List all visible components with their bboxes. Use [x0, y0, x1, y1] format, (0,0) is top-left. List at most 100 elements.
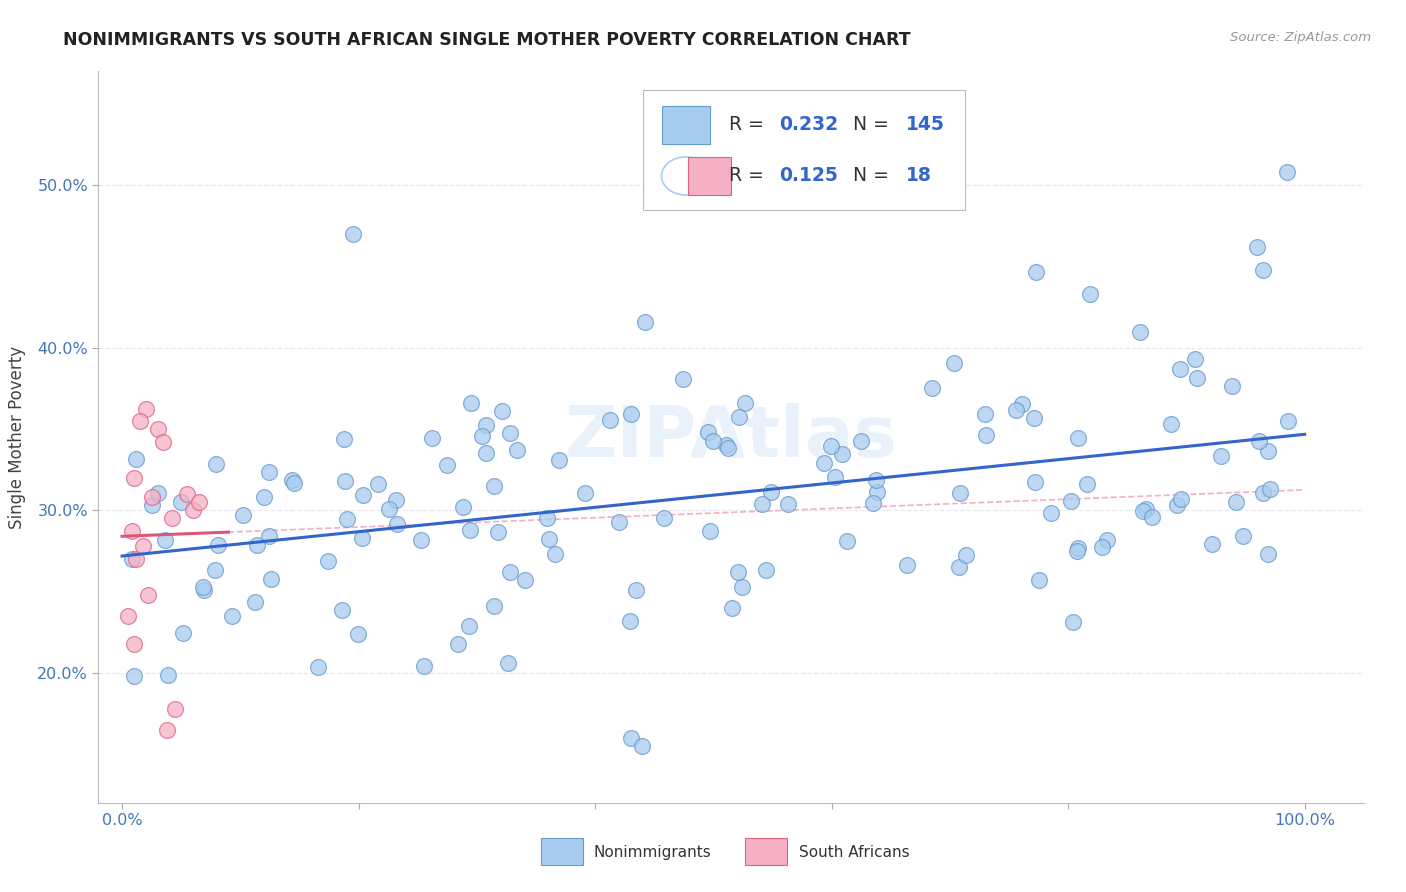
Point	[125, 452, 148, 467]
Point	[513, 573, 536, 587]
Point	[1246, 240, 1268, 254]
Point	[1201, 537, 1223, 551]
Point	[330, 603, 353, 617]
Point	[281, 473, 304, 487]
Point	[1028, 573, 1050, 587]
Point	[187, 495, 209, 509]
Point	[862, 496, 884, 510]
Point	[135, 402, 157, 417]
Point	[1222, 379, 1244, 393]
Point	[849, 434, 872, 448]
Point	[486, 524, 509, 539]
Point	[156, 723, 179, 737]
Point	[1142, 509, 1164, 524]
Point	[824, 470, 846, 484]
Point	[257, 465, 280, 479]
Point	[544, 548, 567, 562]
Point	[1253, 262, 1275, 277]
Point	[1160, 417, 1182, 432]
Point	[125, 552, 148, 566]
Point	[1166, 498, 1188, 512]
Point	[1011, 397, 1033, 411]
Point	[122, 471, 145, 485]
Point	[599, 412, 621, 426]
Point	[652, 511, 675, 525]
Point	[1135, 501, 1157, 516]
Point	[207, 538, 229, 552]
Point	[132, 539, 155, 553]
Point	[1168, 362, 1191, 376]
Point	[1257, 548, 1279, 562]
Point	[318, 554, 340, 568]
Point	[257, 529, 280, 543]
Text: South Africans: South Africans	[799, 846, 910, 860]
Point	[955, 548, 977, 562]
Text: 0.232: 0.232	[779, 115, 838, 135]
Text: NONIMMIGRANTS VS SOUTH AFRICAN SINGLE MOTHER POVERTY CORRELATION CHART: NONIMMIGRANTS VS SOUTH AFRICAN SINGLE MO…	[63, 31, 911, 49]
Point	[820, 440, 842, 454]
Point	[474, 417, 496, 432]
Text: Nonimmigrants: Nonimmigrants	[593, 846, 711, 860]
Point	[714, 438, 737, 452]
Text: 145: 145	[905, 115, 945, 135]
Point	[1025, 265, 1047, 279]
Point	[607, 515, 630, 529]
Point	[865, 473, 887, 487]
Point	[699, 524, 721, 538]
Point	[1062, 615, 1084, 629]
Point	[1091, 541, 1114, 555]
Point	[697, 425, 720, 439]
Point	[759, 484, 782, 499]
Point	[620, 731, 643, 745]
Point	[1170, 491, 1192, 506]
Point	[153, 533, 176, 547]
Point	[1249, 434, 1271, 448]
Point	[949, 485, 972, 500]
Point	[1209, 449, 1232, 463]
Point	[619, 407, 641, 421]
Point	[176, 487, 198, 501]
Point	[491, 404, 513, 418]
Point	[1184, 352, 1206, 367]
Point	[221, 608, 243, 623]
Point	[475, 446, 498, 460]
Point	[1275, 165, 1298, 179]
Point	[506, 443, 529, 458]
Point	[204, 562, 226, 576]
Point	[181, 503, 204, 517]
Point	[721, 601, 744, 615]
Point	[152, 434, 174, 449]
Point	[191, 580, 214, 594]
Point	[943, 356, 966, 370]
Point	[1277, 414, 1299, 428]
Point	[146, 486, 169, 500]
Point	[896, 558, 918, 572]
Point	[283, 476, 305, 491]
Point	[482, 599, 505, 614]
Point	[157, 668, 180, 682]
Text: ZIPAtlas: ZIPAtlas	[565, 402, 897, 472]
Point	[1132, 504, 1154, 518]
Text: N =: N =	[852, 115, 894, 135]
Point	[734, 396, 756, 410]
Point	[128, 414, 150, 428]
Text: 0.125: 0.125	[779, 167, 838, 186]
Point	[484, 478, 506, 492]
Point	[170, 495, 193, 509]
FancyBboxPatch shape	[661, 106, 710, 144]
Point	[499, 426, 522, 441]
Point	[1185, 371, 1208, 385]
Point	[672, 372, 695, 386]
Point	[165, 701, 187, 715]
Point	[193, 582, 215, 597]
Point	[146, 422, 169, 436]
Point	[496, 656, 519, 670]
Point	[243, 595, 266, 609]
Point	[204, 458, 226, 472]
Point	[717, 442, 740, 456]
Point	[378, 501, 401, 516]
Point	[702, 434, 724, 448]
Point	[121, 552, 143, 566]
Point	[755, 563, 778, 577]
Point	[1024, 475, 1046, 490]
